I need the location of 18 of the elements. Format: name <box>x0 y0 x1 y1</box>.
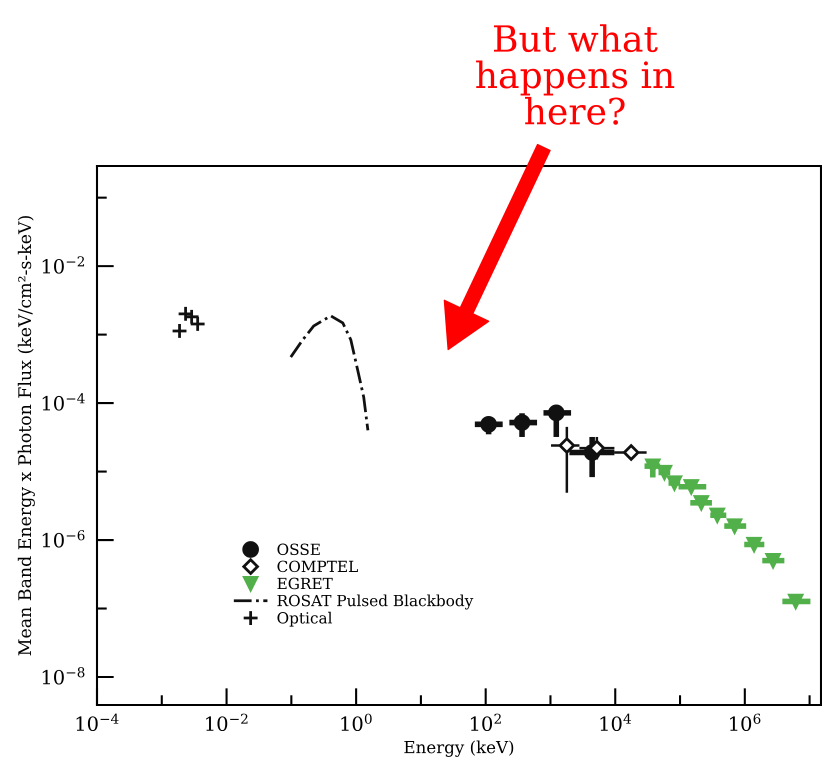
y-axis-title: Mean Band Energy x Photon Flux (keV/cm²-s-keV) <box>18 216 35 656</box>
legend-label: EGRET <box>277 578 333 590</box>
x-tick-label: 10$^{6}$ <box>730 714 760 732</box>
text: But what happens in here? <box>476 24 674 125</box>
x-tick-label: 10$^{4}$ <box>600 714 632 732</box>
legend-label: ROSAT Pulsed Blackbody <box>277 594 474 610</box>
x-tick-label: 10$^{−2}$ <box>206 714 248 732</box>
y-tick-label: 10$^{−4}$ <box>42 393 85 411</box>
legend-label: Optical <box>277 612 332 627</box>
x-tick-label: 10$^{−4}$ <box>76 714 119 732</box>
legend-label: COMPTEL <box>277 560 358 572</box>
legend-label: OSSE <box>277 544 320 556</box>
y-tick-label: 10$^{−2}$ <box>42 256 84 274</box>
y-tick-label: 10$^{−8}$ <box>42 667 84 685</box>
x-tick-label: 10$^{0}$ <box>341 714 372 732</box>
x-tick-label: 10$^{2}$ <box>470 714 501 732</box>
y-tick-label: 10$^{−6}$ <box>42 530 85 548</box>
x-axis-title: Energy (keV) <box>404 740 514 757</box>
